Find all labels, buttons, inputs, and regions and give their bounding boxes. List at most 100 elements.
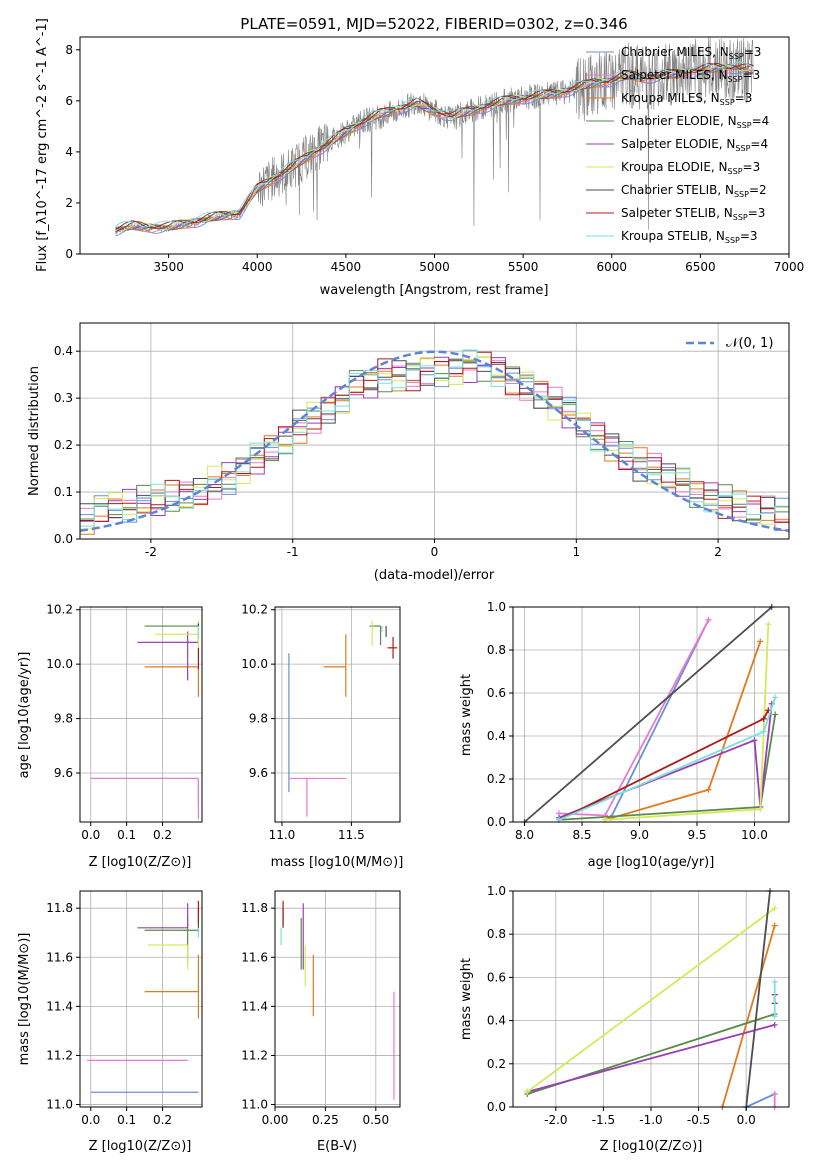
ebv-mass-panel: 0.00 0.25 0.50 11.0 11.2 11.4 11.6 11.8 E(B-V) [241,890,401,1154]
x-tick-label: -2 [145,545,157,559]
y-axis-label: mass weight [459,674,474,756]
errorbar-salpeter-elodie [137,903,189,929]
z-age-panel: 0.0 0.1 0.2 9.6 9.8 10.0 10.2 Z [log10(Z/Z⊙)] ag… [17,603,203,870]
model-kroupa-stelib [115,61,754,228]
y-tick-label: 11.2 [241,1048,268,1062]
legend-label: Salpeter STELIB, NSSP=3 [621,206,765,222]
y-tick-label: 0.0 [487,1100,506,1114]
errorbar-chabrier-elodie [369,625,382,646]
legend-label: Salpeter ELODIE, NSSP=4 [621,137,768,153]
y-tick-label: 0.2 [487,772,506,786]
y-axis-label: Flux [f_λ10^-17 erg cm^-2 s^-1 A^-1] [35,18,50,272]
legend-value: =3 [743,160,761,174]
x-tick-label: 11.5 [338,828,365,842]
weight-line [721,925,776,1108]
y-tick-label: 4 [65,145,73,159]
plot-area [280,900,395,1100]
weight-line [526,907,776,1093]
grid [275,607,400,822]
y-tick-label: 0.6 [487,686,506,700]
errorbar-kroupa-elodie [148,944,189,970]
plot-area [288,620,398,817]
histogram-chabrier-stelib [80,360,789,522]
y-tick-label: 0.4 [54,344,73,358]
x-tick-label: 4500 [331,260,362,274]
y-tick-label: 9.6 [249,766,268,780]
legend-value: =3 [735,91,753,105]
axes-frame [79,322,790,540]
axes-frame [79,606,203,823]
y-tick-label: 0.1 [54,485,73,499]
legend-label: Chabrier STELIB, NSSP=2 [621,183,767,199]
errorbar-salpeter-miles [90,777,200,820]
x-tick-label: 0.2 [153,1113,172,1127]
y-axis-label: mass weight [459,958,474,1040]
weight-series-kroupa-elodie [602,621,772,823]
x-tick-label: 1 [572,545,580,559]
x-tick-label: 9.5 [687,828,706,842]
weight-series-kroupa-elodie [524,905,778,1095]
legend-label: Kroupa STELIB, NSSP=3 [621,229,758,245]
y-tick-label: 0.3 [54,391,73,405]
x-tick-label: 0.00 [262,1113,289,1127]
axes-frame [512,890,790,1108]
x-axis-label: Z [log10(Z/Z⊙)] [89,855,192,870]
y-axis-label: Normed distribution [27,366,42,496]
legend-subscript: SSP [733,213,748,222]
x-tick-label: 3500 [153,260,184,274]
grid [80,607,202,822]
y-tick-label: 1.0 [487,884,506,898]
x-tick-label: 5500 [508,260,539,274]
y-tick-label: 0.4 [487,1014,506,1028]
weight-line [745,890,771,1108]
legend-subscript: SSP [725,236,740,245]
x-tick-label: -1.0 [639,1113,662,1127]
x-tick-label: 10.0 [741,828,768,842]
y-tick-label: 0.2 [487,1057,506,1071]
legend-subscript: SSP [729,52,744,61]
legend-value: =4 [752,114,770,128]
x-tick-label: 0.1 [117,828,136,842]
axes-frame [79,36,790,255]
y-tick-label: 0.0 [487,815,506,829]
legend: 𝒩(0, 1) [686,336,773,351]
x-tick-label: 2 [714,545,722,559]
y-tick-label: 11.8 [46,901,73,915]
legend-label: Kroupa ELODIE, NSSP=3 [621,160,760,176]
errorbar-salpeter-stelib [387,636,398,659]
axes-frame [274,606,401,823]
ticks: 0.00 0.25 0.50 11.0 11.2 11.4 11.6 11.8 [241,901,389,1127]
y-tick-label: 0.0 [54,532,73,546]
model-salpeter-miles [115,67,754,234]
x-tick-label: 0 [431,545,439,559]
weight-line [523,606,773,823]
y-axis-label: age [log10(age/yr)] [17,652,32,779]
weight-line [609,619,710,819]
legend-value: =4 [750,137,768,151]
ticks: 11.0 11.5 9.6 9.8 10.0 10.2 [241,603,364,842]
x-tick-label: 0.0 [737,1113,756,1127]
x-tick-label: 4000 [242,260,273,274]
y-tick-label: 0 [65,247,73,261]
x-axis-label: E(B-V) [317,1139,357,1154]
x-tick-label: 0.50 [362,1113,389,1127]
axes-frame [512,606,790,823]
errorbar-salpeter-miles [288,777,346,817]
ticks: -2.0 -1.5 -1.0 -0.5 0.0 0.0 0.2 0.4 0.6 0.8 1.0 [487,884,756,1127]
weight-series-kroupa-stelib [771,978,778,1020]
x-axis-label: (data-model)/error [374,568,495,583]
legend-value: =3 [744,45,762,59]
y-tick-label: 0.8 [487,643,506,657]
x-tick-label: 6000 [596,260,627,274]
legend-subscript: SSP [720,98,735,107]
y-tick-label: 0.8 [487,927,506,941]
errorbar-kroupa-miles [144,666,200,697]
x-axis-label: Z [log10(Z/Z⊙)] [600,1139,703,1154]
y-tick-label: 11.6 [241,950,268,964]
z-massweight-panel: -2.0 -1.5 -1.0 -0.5 0.0 0.0 0.2 0.4 0.6 0.8 1.0 Z [… [459,884,790,1154]
y-axis-label: mass [log10(M/M⊙)] [17,933,32,1066]
histograms [80,349,789,535]
x-tick-label: 0.0 [81,1113,100,1127]
y-tick-label: 2 [65,196,73,210]
